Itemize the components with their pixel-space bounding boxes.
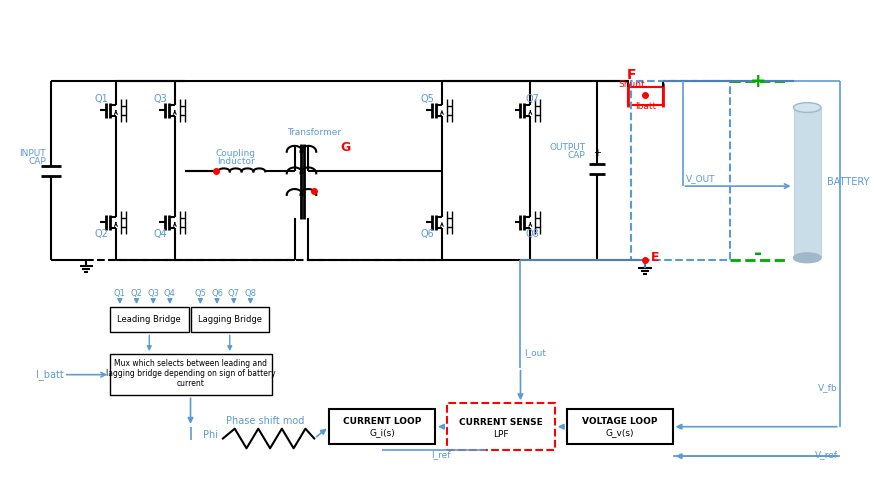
- Text: Coupling: Coupling: [216, 149, 256, 158]
- Text: Phase shift mod: Phase shift mod: [226, 416, 304, 426]
- Text: Mux which selects between leading and: Mux which selects between leading and: [114, 359, 267, 368]
- Text: Q3: Q3: [153, 94, 167, 104]
- Bar: [566, 409, 673, 444]
- Bar: [447, 403, 555, 450]
- Text: CAP: CAP: [29, 157, 46, 166]
- Text: Q5: Q5: [194, 288, 206, 298]
- Text: CAP: CAP: [567, 151, 586, 160]
- Text: E: E: [651, 251, 660, 264]
- Text: Q3: Q3: [147, 288, 159, 298]
- Text: Q6: Q6: [420, 229, 434, 239]
- Text: +: +: [593, 148, 601, 158]
- Bar: [628, 87, 662, 105]
- Text: Q2: Q2: [94, 229, 108, 239]
- Text: -: -: [754, 245, 762, 263]
- Text: Q5: Q5: [420, 94, 434, 104]
- Text: Ibatt: Ibatt: [635, 102, 656, 111]
- Text: lagging bridge depending on sign of battery: lagging bridge depending on sign of batt…: [106, 369, 275, 378]
- Text: G_i(s): G_i(s): [369, 428, 395, 437]
- Text: OUTPUT: OUTPUT: [549, 143, 586, 152]
- Bar: [329, 409, 435, 444]
- Text: +: +: [750, 71, 766, 91]
- Text: Phi: Phi: [203, 429, 218, 440]
- Text: Q1: Q1: [94, 94, 108, 104]
- Text: Transformer: Transformer: [288, 128, 342, 137]
- Bar: [110, 354, 272, 395]
- Text: Lagging Bridge: Lagging Bridge: [198, 315, 262, 324]
- Text: Q8: Q8: [245, 288, 256, 298]
- Text: Q2: Q2: [130, 288, 142, 298]
- Text: Shunt: Shunt: [618, 80, 645, 89]
- Text: Q6: Q6: [211, 288, 223, 298]
- Text: Q7: Q7: [525, 94, 539, 104]
- Text: INPUT: INPUT: [19, 149, 46, 158]
- Text: G_v(s): G_v(s): [606, 428, 634, 437]
- Text: Q4: Q4: [164, 288, 176, 298]
- Ellipse shape: [794, 103, 821, 112]
- Bar: [632, 81, 730, 260]
- Text: V_ref: V_ref: [815, 450, 837, 458]
- Bar: [110, 307, 189, 332]
- Text: I_out: I_out: [524, 349, 546, 357]
- Text: F: F: [627, 68, 636, 82]
- Text: Q7: Q7: [228, 288, 239, 298]
- Ellipse shape: [794, 253, 821, 263]
- Text: I_batt: I_batt: [36, 369, 64, 380]
- Text: CURRENT SENSE: CURRENT SENSE: [459, 418, 543, 427]
- Text: I_ref: I_ref: [431, 450, 451, 458]
- Text: current: current: [177, 379, 205, 388]
- Text: G: G: [341, 141, 350, 154]
- Text: Q4: Q4: [153, 229, 167, 239]
- Text: Q8: Q8: [525, 229, 539, 239]
- Text: VOLTAGE LOOP: VOLTAGE LOOP: [582, 417, 657, 426]
- Text: CURRENT LOOP: CURRENT LOOP: [343, 417, 421, 426]
- Text: LPF: LPF: [493, 430, 509, 439]
- Text: Q1: Q1: [114, 288, 126, 298]
- Bar: [794, 107, 821, 258]
- Text: V_fb: V_fb: [818, 383, 837, 392]
- Bar: [191, 307, 269, 332]
- Text: V_OUT: V_OUT: [685, 174, 715, 183]
- Text: Inductor: Inductor: [217, 157, 254, 166]
- Text: BATTERY: BATTERY: [827, 177, 870, 187]
- Text: Leading Bridge: Leading Bridge: [117, 315, 181, 324]
